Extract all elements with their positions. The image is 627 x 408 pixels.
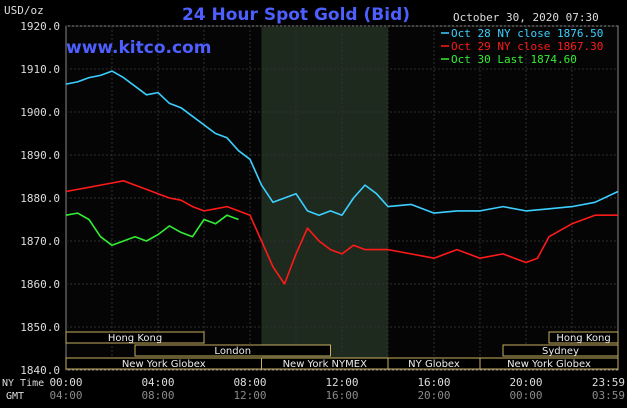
x-tick-ny: 04:00 — [141, 376, 174, 389]
y-unit-label: USD/oz — [4, 4, 44, 17]
y-tick-labels: 1840.0 1850.0 1860.0 1870.0 1880.0 1890.0 1900… — [20, 20, 60, 377]
kitco-watermark: www.kitco.com — [66, 38, 211, 58]
y-tick-label: 1870.0 — [20, 235, 60, 248]
legend-item-oct30: Oct 30 Last 1874.60 — [451, 53, 577, 66]
session-bar — [548, 331, 619, 344]
session-bar — [134, 344, 331, 357]
y-tick-label: 1910.0 — [20, 63, 60, 76]
legend: Oct 28 NY close 1876.50 Oct 29 NY close … — [441, 27, 603, 66]
x-tick-ny: 20:00 — [509, 376, 542, 389]
x-tick-labels: 00:0004:0004:0008:0008:0012:0012:0016:00… — [49, 376, 625, 402]
grid-group — [66, 25, 618, 371]
session-label: London — [214, 346, 251, 357]
series-line-2 — [65, 212, 239, 247]
timestamp: October 30, 2020 07:30 — [453, 11, 599, 24]
x-tick-gmt: 12:00 — [233, 389, 266, 402]
session-label: Hong Kong — [108, 333, 162, 344]
x-tick-gmt: 08:00 — [141, 389, 174, 402]
x-tick-ny: 08:00 — [233, 376, 266, 389]
session-label: New York NYMEX — [283, 359, 368, 370]
ny-session-highlight — [261, 27, 388, 369]
y-tick-label: 1900.0 — [20, 106, 60, 119]
series-line-1 — [65, 180, 618, 285]
highlight-band-group — [261, 27, 388, 369]
series-group — [65, 70, 619, 285]
x-tick-gmt: 04:00 — [49, 389, 82, 402]
x-tick-gmt: 20:00 — [417, 389, 450, 402]
session-label: Hong Kong — [556, 333, 610, 344]
x-tick-ny: 12:00 — [325, 376, 358, 389]
session-bars-group: Hong Kong Hong Kong London Sydney New York G… — [65, 331, 619, 370]
x-tick-gmt: 00:00 — [509, 389, 542, 402]
y-tick-label: 1880.0 — [20, 192, 60, 205]
x-tick-ny: 23:59 — [592, 376, 625, 389]
x-tick-ny: 00:00 — [49, 376, 82, 389]
session-label: New York Globex — [122, 359, 206, 370]
legend-item-oct28: Oct 28 NY close 1876.50 — [451, 27, 603, 40]
series-line-0 — [65, 70, 619, 216]
session-label: NY Globex — [408, 359, 460, 370]
x-tick-gmt: 03:59 — [592, 389, 625, 402]
x-axis-row1-label: NY Time — [2, 378, 44, 389]
session-bar — [479, 357, 619, 370]
session-label: Sydney — [542, 346, 579, 357]
y-tick-label: 1860.0 — [20, 278, 60, 291]
y-tick-label: 1850.0 — [20, 321, 60, 334]
y-tick-label: 1920.0 — [20, 20, 60, 33]
x-tick-ny: 16:00 — [417, 376, 450, 389]
x-tick-gmt: 16:00 — [325, 389, 358, 402]
y-tick-label: 1890.0 — [20, 149, 60, 162]
session-label: New York Globex — [507, 359, 591, 370]
session-bar — [65, 331, 205, 344]
y-tick-label: 1840.0 — [20, 364, 60, 377]
chart-title: 24 Hour Spot Gold (Bid) — [182, 5, 410, 25]
x-axis-row2-label: GMT — [6, 391, 24, 402]
legend-item-oct29: Oct 29 NY close 1867.30 — [451, 40, 603, 53]
session-bar — [502, 344, 619, 357]
